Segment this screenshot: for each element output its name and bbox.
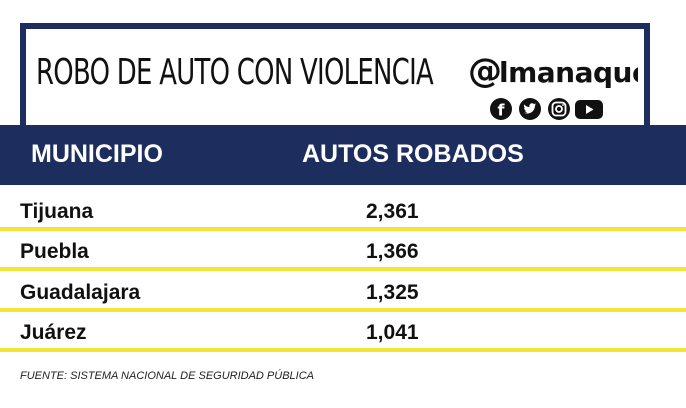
table-row: Puebla 1,366 [0, 231, 686, 271]
table-row: Guadalajara 1,325 [0, 272, 686, 312]
cell-municipio: Guadalajara [20, 281, 141, 304]
social-icons: f [490, 98, 603, 120]
brand-logo: @ lmanaque [468, 51, 638, 91]
chart-title: ROBO DE AUTO CON VIOLENCIA [36, 52, 434, 93]
row-divider [0, 227, 686, 231]
cell-municipio: Tijuana [20, 200, 94, 223]
table-row: Tijuana 2,361 [0, 191, 686, 231]
row-divider [0, 267, 686, 271]
facebook-icon-glyph: f [498, 101, 506, 120]
header-band [0, 125, 686, 185]
title-box: ROBO DE AUTO CON VIOLENCIA @ lmanaque f [20, 23, 650, 125]
brand-logo-at: @ [468, 51, 502, 91]
facebook-icon[interactable]: f [490, 98, 512, 120]
column-header-autos-robados: AUTOS ROBADOS [302, 140, 524, 168]
cell-autos-robados: 2,361 [366, 200, 419, 223]
source-note: FUENTE: SISTEMA NACIONAL DE SEGURIDAD PÚ… [20, 370, 315, 382]
column-header-municipio: MUNICIPIO [31, 140, 163, 168]
cell-municipio: Puebla [20, 240, 89, 263]
instagram-icon[interactable] [548, 98, 570, 120]
cell-autos-robados: 1,366 [366, 240, 419, 263]
row-divider [0, 348, 686, 352]
row-divider [0, 308, 686, 312]
youtube-icon[interactable] [575, 100, 603, 119]
brand-logo-name: lmanaque [499, 56, 638, 89]
table-row: Juárez 1,041 [0, 312, 686, 352]
twitter-icon[interactable] [519, 98, 541, 120]
cell-municipio: Juárez [20, 321, 87, 344]
cell-autos-robados: 1,041 [366, 321, 419, 344]
cell-autos-robados: 1,325 [366, 281, 419, 304]
